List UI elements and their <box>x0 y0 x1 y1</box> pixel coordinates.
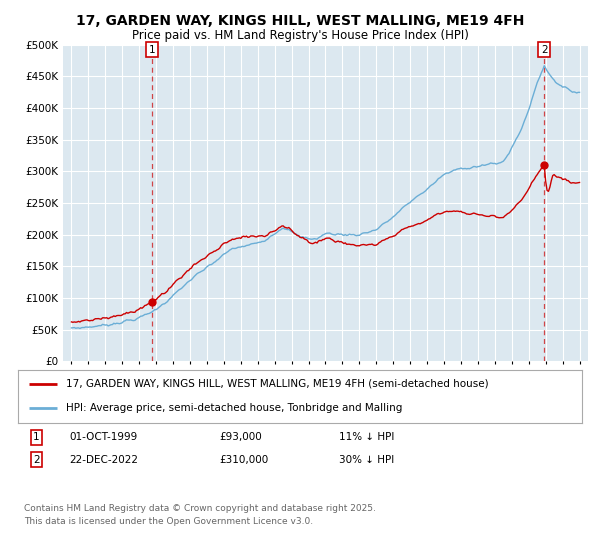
Text: 01-OCT-1999: 01-OCT-1999 <box>69 432 137 442</box>
Text: HPI: Average price, semi-detached house, Tonbridge and Malling: HPI: Average price, semi-detached house,… <box>66 403 403 413</box>
Text: 1: 1 <box>149 45 155 55</box>
Text: 11% ↓ HPI: 11% ↓ HPI <box>339 432 394 442</box>
Text: 22-DEC-2022: 22-DEC-2022 <box>69 455 138 465</box>
Text: 17, GARDEN WAY, KINGS HILL, WEST MALLING, ME19 4FH: 17, GARDEN WAY, KINGS HILL, WEST MALLING… <box>76 14 524 28</box>
Text: Price paid vs. HM Land Registry's House Price Index (HPI): Price paid vs. HM Land Registry's House … <box>131 29 469 42</box>
Text: £310,000: £310,000 <box>219 455 268 465</box>
Text: £93,000: £93,000 <box>219 432 262 442</box>
Text: 17, GARDEN WAY, KINGS HILL, WEST MALLING, ME19 4FH (semi-detached house): 17, GARDEN WAY, KINGS HILL, WEST MALLING… <box>66 379 488 389</box>
Text: 2: 2 <box>541 45 548 55</box>
Text: 1: 1 <box>33 432 40 442</box>
Text: Contains HM Land Registry data © Crown copyright and database right 2025.
This d: Contains HM Land Registry data © Crown c… <box>24 504 376 525</box>
Text: 2: 2 <box>33 455 40 465</box>
Text: 30% ↓ HPI: 30% ↓ HPI <box>339 455 394 465</box>
